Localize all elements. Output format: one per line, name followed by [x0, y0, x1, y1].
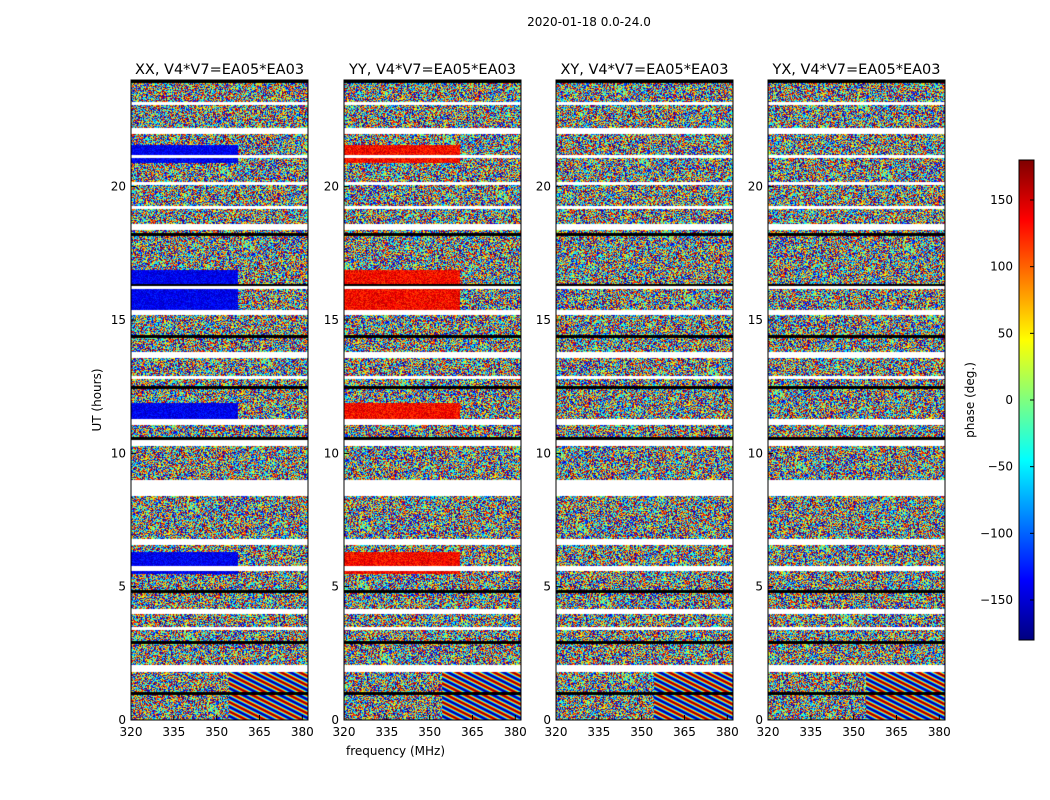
heatmap-image: [131, 80, 308, 720]
x-tick-label: 320: [545, 725, 568, 739]
y-tick-label: 15: [111, 313, 126, 327]
heatmap-image: [556, 80, 733, 720]
heatmap-image: [344, 80, 521, 720]
y-tick-label: 0: [118, 713, 126, 727]
y-tick-label: 15: [324, 313, 339, 327]
x-tick-label: 365: [673, 725, 696, 739]
panels: XX, V4*V7=EA05*EA03 320 335 350 365 380 0 5 10 15…: [90, 62, 951, 758]
x-tick-label: 365: [885, 725, 908, 739]
x-tick-label: 320: [333, 725, 356, 739]
x-tick-label: 350: [842, 725, 865, 739]
panel-4: YX, V4*V7=EA05*EA03 320 335 350 365 380 0 5 10 15…: [748, 62, 951, 739]
x-tick-label: 335: [587, 725, 610, 739]
x-tick-label: 335: [799, 725, 822, 739]
colorbar-tick-label: 100: [990, 260, 1013, 274]
colorbar-label: phase (deg.): [963, 362, 977, 438]
panel-title: XX, V4*V7=EA05*EA03: [135, 62, 304, 78]
x-tick-label: 320: [120, 725, 143, 739]
colorbar-tick-label: −50: [988, 460, 1013, 474]
colorbar-tick-label: 0: [1005, 393, 1013, 407]
y-tick-label: 10: [324, 446, 339, 460]
x-tick-label: 380: [291, 725, 314, 739]
x-tick-label: 335: [375, 725, 398, 739]
x-tick-label: 365: [461, 725, 484, 739]
axes-frame: [130, 79, 309, 721]
y-tick-label: 10: [536, 446, 551, 460]
panel-title: YX, V4*V7=EA05*EA03: [771, 62, 940, 78]
colorbar-tick-label: 50: [998, 326, 1013, 340]
colorbar-tick-label: 150: [990, 193, 1013, 207]
y-axis-label: UT (hours): [90, 368, 104, 431]
y-tick-label: 15: [536, 313, 551, 327]
colorbar: 150 100 50 0 −50 −100 −150 phase (deg.): [963, 159, 1035, 641]
y-tick-label: 20: [748, 180, 763, 194]
heatmap-image: [768, 80, 945, 720]
y-tick-label: 20: [324, 180, 339, 194]
x-tick-label: 350: [205, 725, 228, 739]
y-tick-label: 0: [543, 713, 551, 727]
y-tick-label: 10: [748, 446, 763, 460]
axes-frame: [555, 79, 734, 721]
x-tick-label: 380: [504, 725, 527, 739]
axes-frame: [343, 79, 522, 721]
colorbar-tick-label: −100: [980, 526, 1013, 540]
y-tick-label: 15: [748, 313, 763, 327]
x-tick-label: 350: [630, 725, 653, 739]
panel-2: YY, V4*V7=EA05*EA03 320 335 350 365 380 0 5 10 15…: [324, 62, 527, 758]
y-tick-label: 5: [755, 580, 763, 594]
x-tick-label: 365: [248, 725, 271, 739]
figure-title: 2020-01-18 0.0-24.0: [527, 15, 651, 29]
y-tick-label: 10: [111, 446, 126, 460]
y-tick-label: 5: [543, 580, 551, 594]
colorbar-tick-label: −150: [980, 593, 1013, 607]
y-tick-label: 0: [755, 713, 763, 727]
panel-3: XY, V4*V7=EA05*EA03 320 335 350 365 380 0 5 10 15…: [536, 62, 739, 739]
x-tick-label: 380: [716, 725, 739, 739]
axes-frame: [767, 79, 946, 721]
x-axis-label: frequency (MHz): [346, 744, 445, 758]
y-tick-label: 20: [111, 180, 126, 194]
y-tick-label: 20: [536, 180, 551, 194]
x-tick-label: 335: [162, 725, 185, 739]
panel-title: XY, V4*V7=EA05*EA03: [560, 62, 728, 78]
y-tick-label: 5: [118, 580, 126, 594]
x-tick-label: 350: [418, 725, 441, 739]
y-tick-label: 0: [331, 713, 339, 727]
x-tick-label: 320: [757, 725, 780, 739]
y-tick-label: 5: [331, 580, 339, 594]
panel-title: YY, V4*V7=EA05*EA03: [348, 62, 516, 78]
x-tick-label: 380: [928, 725, 951, 739]
panel-1: XX, V4*V7=EA05*EA03 320 335 350 365 380 0 5 10 15…: [90, 62, 314, 739]
